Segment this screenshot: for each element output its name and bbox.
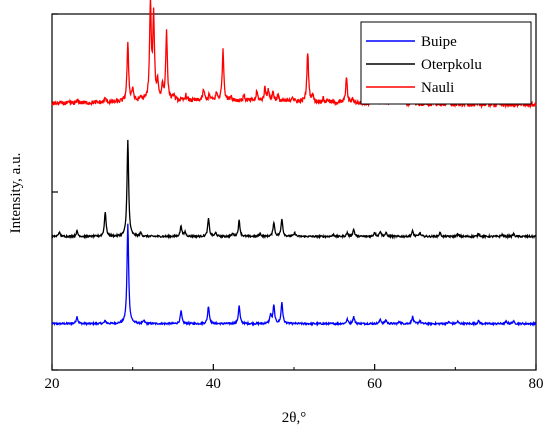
- legend-items: Buipe Oterpkolu Nauli: [366, 34, 482, 96]
- series-line-buipe: [51, 223, 537, 327]
- legend-box: [360, 21, 532, 105]
- x-axis-title: 2θ,°: [282, 410, 306, 426]
- legend-label-oterpkolu: Oterpkolu: [421, 57, 482, 73]
- x-tick-label: 60: [367, 376, 382, 392]
- x-axis-ticks: 20 40 60 80: [45, 364, 544, 392]
- legend: Buipe Oterpkolu Nauli: [360, 21, 532, 105]
- series-line-oterpkolu: [51, 139, 537, 240]
- x-tick-label: 20: [45, 376, 60, 392]
- y-axis-ticks: [52, 13, 58, 371]
- y-axis-title: Intensity, a.u.: [8, 153, 24, 234]
- legend-label-buipe: Buipe: [421, 34, 457, 50]
- legend-label-nauli: Nauli: [421, 80, 454, 96]
- x-tick-label: 40: [206, 376, 221, 392]
- x-tick-label: 80: [529, 376, 544, 392]
